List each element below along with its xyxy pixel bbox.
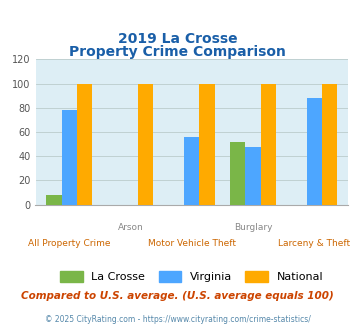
Bar <box>245 147 261 205</box>
Legend: La Crosse, Virginia, National: La Crosse, Virginia, National <box>60 271 323 282</box>
Bar <box>184 137 200 205</box>
Text: Motor Vehicle Theft: Motor Vehicle Theft <box>148 239 236 248</box>
Text: All Property Crime: All Property Crime <box>28 239 110 248</box>
Bar <box>230 142 245 205</box>
Text: Larceny & Theft: Larceny & Theft <box>278 239 350 248</box>
Bar <box>200 83 215 205</box>
Bar <box>307 98 322 205</box>
Text: Property Crime Comparison: Property Crime Comparison <box>69 46 286 59</box>
Text: Arson: Arson <box>118 223 143 232</box>
Bar <box>77 83 92 205</box>
Text: Compared to U.S. average. (U.S. average equals 100): Compared to U.S. average. (U.S. average … <box>21 291 334 301</box>
Text: © 2025 CityRating.com - https://www.cityrating.com/crime-statistics/: © 2025 CityRating.com - https://www.city… <box>45 315 310 324</box>
Text: Burglary: Burglary <box>234 223 272 232</box>
Bar <box>46 195 61 205</box>
Text: 2019 La Crosse: 2019 La Crosse <box>118 32 237 46</box>
Bar <box>61 110 77 205</box>
Bar <box>138 83 153 205</box>
Bar <box>322 83 337 205</box>
Bar <box>261 83 276 205</box>
